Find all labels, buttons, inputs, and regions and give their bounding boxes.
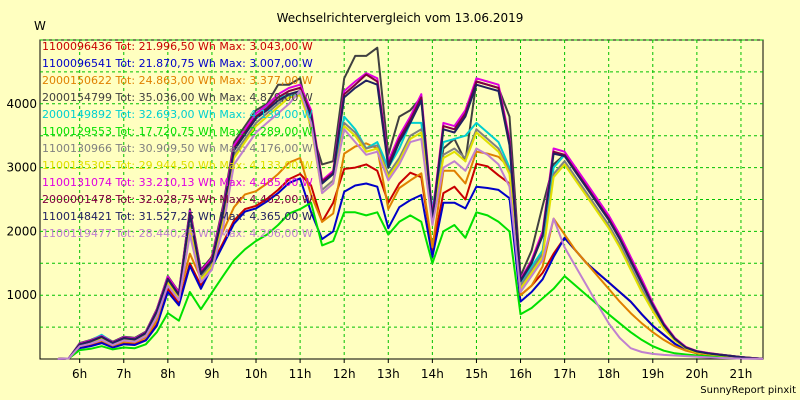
legend-entry-9: 1100131074 Tot: 33.210,13 Wh Max: 4.485,… [42, 176, 313, 189]
legend-entry-8: 1100135305 Tot: 29.944,50 Wh Max: 4.133,… [42, 159, 313, 172]
series-line-9 [57, 72, 764, 360]
series-line-6 [57, 201, 764, 360]
legend-entry-2: 1100096541 Tot: 21.870,75 Wh Max: 3.007,… [42, 57, 313, 70]
chart-title: Wechselrichtervergleich vom 13.06.2019 [277, 11, 524, 25]
x-tick-label: 15h [465, 367, 488, 381]
legend-entry-4: 2000154799 Tot: 35.036,00 Wh Max: 4.879,… [42, 91, 313, 104]
y-tick-label: 2000 [6, 224, 37, 238]
legend-entry-3: 2000150622 Tot: 24.863,00 Wh Max: 3.377,… [42, 74, 313, 87]
legend: 1100096436 Tot: 21.996,50 Wh Max: 3.043,… [42, 40, 313, 240]
legend-entry-10: 2000001478 Tot: 32.028,75 Wh Max: 4.462,… [42, 193, 313, 206]
tick-labels: 6h 7h 8h 9h 10h 11h 12h 13h 14h 15h 16h 17h 18h 19h 20… [6, 97, 752, 381]
x-tick-label: 16h [509, 367, 532, 381]
x-tick-label: 17h [553, 367, 576, 381]
legend-entry-5: 2000149892 Tot: 32.693,00 Wh Max: 4.139,… [42, 108, 313, 121]
x-tick-label: 8h [160, 367, 175, 381]
series-line-12 [57, 89, 764, 360]
legend-entry-7: 1100130966 Tot: 30.909,50 Wh Max: 4.176,… [42, 142, 313, 155]
x-tick-label: 12h [333, 367, 356, 381]
x-tick-label: 9h [204, 367, 219, 381]
series-line-8 [57, 94, 764, 360]
series-line-11 [57, 79, 764, 360]
y-tick-label: 4000 [6, 97, 37, 111]
x-tick-label: 13h [377, 367, 400, 381]
x-tick-label: 10h [245, 367, 268, 381]
legend-entry-6: 1100129553 Tot: 17.720,75 Wh Max: 2.289,… [42, 125, 313, 138]
x-tick-label: 21h [730, 367, 753, 381]
legend-entry-12: 1100119477 Tot: 28.440,25 Wh Max: 4.206,… [42, 227, 313, 240]
y-tick-label: 3000 [6, 161, 37, 175]
legend-entry-11: 1100148421 Tot: 31.527,25 Wh Max: 4.365,… [42, 210, 313, 223]
grid [40, 39, 763, 359]
y-axis-label: W [34, 19, 46, 33]
x-tick-label: 7h [116, 367, 131, 381]
legend-entry-1: 1100096436 Tot: 21.996,50 Wh Max: 3.043,… [42, 40, 313, 53]
footer-label: SunnyReport pinxit [700, 385, 796, 396]
series-line-2 [57, 177, 764, 360]
x-tick-label: 18h [597, 367, 620, 381]
x-tick-label: 20h [685, 367, 708, 381]
x-tick-label: 11h [289, 367, 312, 381]
x-tick-label: 14h [421, 367, 444, 381]
series-lines [57, 46, 764, 360]
y-tick-label: 1000 [6, 288, 37, 302]
x-tick-label: 19h [641, 367, 664, 381]
x-tick-label: 6h [72, 367, 87, 381]
